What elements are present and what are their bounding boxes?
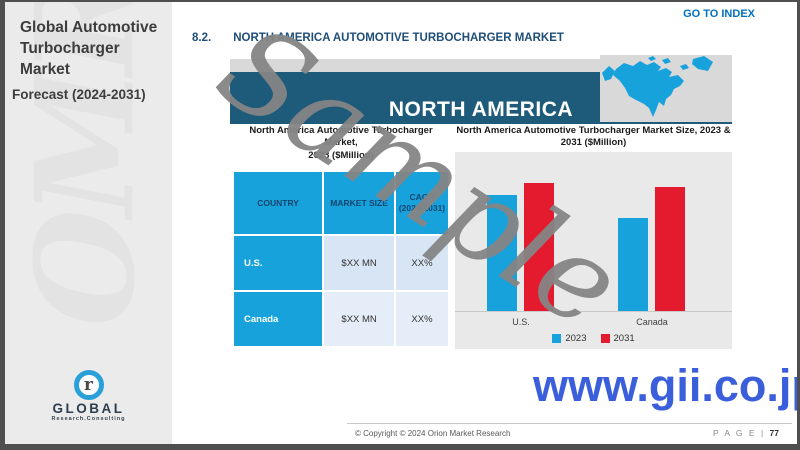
legend-label-2023: 2023 [565, 333, 587, 344]
legend-item-2023: 2023 [552, 333, 587, 344]
table-title: North America Automotive Turbocharger Ma… [232, 125, 450, 162]
bar-2031-us [524, 183, 554, 311]
report-subtitle: Forecast (2024-2031) [12, 86, 146, 102]
table-row: U.S. $XX MN XX% [234, 236, 448, 291]
footer-copyright: © Copyright © 2024 Orion Market Research [355, 429, 511, 438]
main-content: GO TO INDEX 8.2. NORTH AMERICA AUTOMOTIVE… [172, 2, 797, 444]
bar-2023-canada [618, 218, 648, 311]
legend-swatch-2031-icon [600, 334, 610, 343]
report-title-line1: Global Automotive [20, 19, 158, 36]
chart-title-line2: 2031 ($Million) [560, 137, 627, 149]
section-title: NORTH AMERICA AUTOMOTIVE TURBOCHARGER MA… [233, 32, 564, 44]
bar-groups [455, 152, 732, 312]
cell-cagr: XX% [395, 292, 448, 347]
table-title-line1: North America Automotive Turbocharger Ma… [249, 125, 433, 149]
footer-divider [347, 423, 792, 424]
footer-page-label: P A G E [712, 428, 757, 438]
bar-2031-canada [655, 187, 685, 311]
footer-page-indicator: P A G E | 77 [713, 428, 779, 438]
section-number: 8.2. [192, 32, 212, 44]
sidebar: OMR Global Automotive Turbocharger Marke… [5, 2, 172, 444]
north-america-map-icon [600, 55, 732, 122]
region-banner-title: NORTH AMERICA [388, 98, 574, 121]
report-title: Global Automotive Turbocharger Market [20, 18, 164, 81]
cell-country: U.S. [234, 236, 323, 291]
chart-title: North America Automotive Turbocharger Ma… [455, 125, 732, 150]
section-header: 8.2. NORTH AMERICA AUTOMOTIVE TURBOCHARGE… [192, 32, 564, 44]
gii-url-watermark: www.gii.co.jp [533, 360, 800, 411]
logo-circle-icon: r [73, 370, 104, 400]
market-table-panel: North America Automotive Turbocharger Ma… [232, 125, 450, 349]
col-header-cagr: CAGR (2024-2031) [395, 172, 448, 235]
legend-swatch-2023-icon [552, 334, 562, 343]
x-axis-label-us: U.S. [512, 317, 530, 327]
chart-legend: 2023 2031 [455, 333, 732, 344]
footer-page-number: 77 [769, 428, 779, 438]
market-table: COUNTRY MARKET SIZE CAGR (2024-2031) U.S… [232, 170, 450, 349]
cell-market-size: $XX MN [324, 236, 394, 291]
table-row: Canada $XX MN XX% [234, 292, 448, 347]
cell-market-size: $XX MN [324, 292, 394, 347]
table-title-line2: 2023 ($Million) [308, 149, 374, 161]
x-axis-label-canada: Canada [636, 317, 668, 327]
cell-country: Canada [234, 292, 323, 347]
report-title-line2: Turbocharger Market [20, 39, 120, 78]
table-header-row: COUNTRY MARKET SIZE CAGR (2024-2031) [234, 172, 448, 235]
logo-tagline: Research.Consulting [51, 416, 126, 422]
market-size-chart-panel: North America Automotive Turbocharger Ma… [455, 125, 732, 349]
legend-label-2031: 2031 [613, 333, 635, 344]
chart-title-line1: North America Automotive Turbocharger Ma… [456, 125, 731, 136]
north-america-figure: NORTH AMERICA North America [230, 55, 732, 349]
col-header-country: COUNTRY [234, 172, 323, 235]
footer-page-separator: | [760, 428, 766, 438]
go-to-index-link[interactable]: GO TO INDEX [683, 8, 755, 20]
legend-item-2031: 2031 [600, 333, 635, 344]
logo-brand: GLOBAL [52, 401, 125, 416]
cell-cagr: XX% [395, 236, 448, 291]
col-header-market-size: MARKET SIZE [324, 172, 394, 235]
bar-chart-plot: U.S. Canada 2023 2031 [455, 152, 732, 349]
global-research-logo: r GLOBAL Research.Consulting [5, 370, 172, 422]
bar-2023-us [487, 195, 517, 311]
